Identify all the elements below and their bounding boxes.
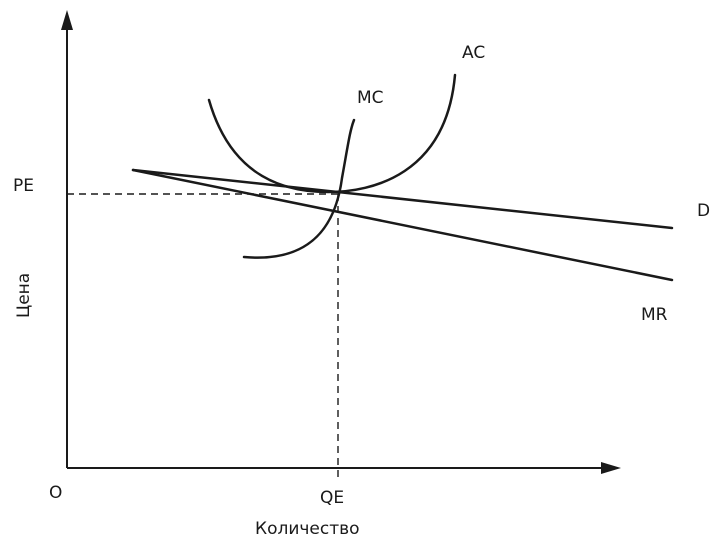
ac-label: AC xyxy=(462,43,485,63)
origin-label: O xyxy=(49,483,62,503)
average-cost-curve xyxy=(207,73,457,194)
y-axis-label: Цена xyxy=(14,273,34,318)
x-axis-arrow xyxy=(601,462,621,474)
marginal-cost-curve xyxy=(242,118,356,259)
equilibrium-price-label: PE xyxy=(13,176,34,196)
equilibrium-quantity-label: QE xyxy=(320,488,344,508)
d-label: D xyxy=(697,201,710,221)
mr-label: MR xyxy=(641,305,668,325)
x-axis-label: Количество xyxy=(255,519,360,537)
marginal-revenue-line xyxy=(131,168,674,282)
mc-label: MC xyxy=(357,88,384,108)
y-axis-arrow xyxy=(61,10,73,30)
demand-line xyxy=(131,168,674,230)
